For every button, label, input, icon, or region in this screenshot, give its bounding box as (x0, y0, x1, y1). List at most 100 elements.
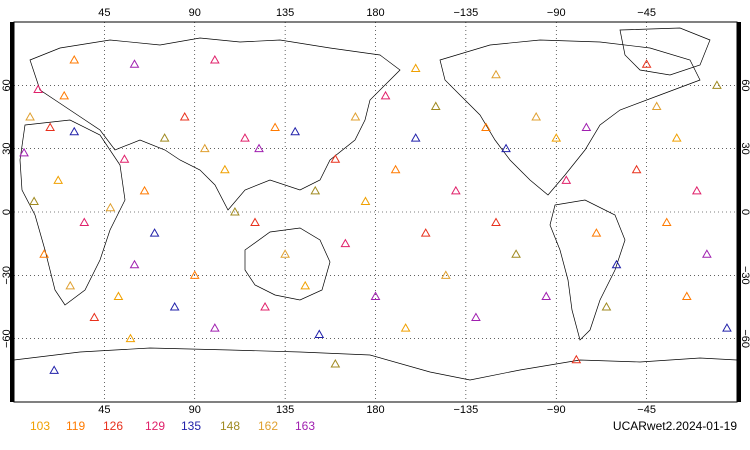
top-lon-tick-label-6: −45 (637, 7, 656, 19)
observation-marker-54 (581, 122, 592, 132)
coastline-south-america (549, 199, 626, 341)
observation-marker-58 (631, 164, 642, 174)
coastline-australia (244, 227, 331, 301)
observation-marker-14 (149, 228, 160, 237)
legend-value-7: 163 (295, 419, 315, 433)
observation-marker-2 (25, 111, 35, 121)
coastline-antarctica (13, 347, 738, 381)
top-lon-tick-label-2: 135 (276, 7, 294, 19)
observation-marker-73 (330, 358, 341, 368)
observation-marker-0 (33, 84, 43, 94)
observation-marker-55 (591, 228, 602, 237)
observation-marker-62 (702, 249, 712, 258)
observation-marker-64 (722, 323, 732, 332)
coastline-greenland (619, 27, 711, 76)
observation-marker-8 (79, 217, 90, 227)
top-lon-tick-label-1: 90 (189, 7, 201, 19)
observation-marker-31 (189, 270, 200, 279)
observation-marker-56 (611, 259, 622, 269)
observation-marker-45 (450, 185, 461, 195)
coastlines (13, 27, 738, 381)
legend-value-4: 135 (181, 419, 201, 433)
bottom-lon-tick-label-3: 180 (366, 404, 384, 416)
observation-marker-9 (39, 249, 49, 258)
observation-marker-67 (491, 69, 501, 79)
observation-marker-7 (29, 196, 39, 205)
observation-marker-35 (350, 111, 361, 121)
observation-marker-52 (551, 133, 562, 142)
observation-marker-72 (49, 365, 60, 374)
right-lat-tick-label-2: 0 (739, 209, 750, 215)
observation-marker-16 (119, 154, 130, 163)
observation-marker-79 (661, 217, 672, 227)
observation-marker-11 (89, 312, 100, 322)
observation-marker-12 (113, 291, 124, 300)
graticule (14, 22, 737, 402)
observation-marker-36 (360, 196, 371, 205)
observation-marker-18 (179, 111, 190, 121)
legend-value-2: 126 (103, 419, 123, 433)
observation-marker-41 (430, 101, 441, 110)
observation-marker-61 (691, 185, 702, 195)
left-lat-tick-label-3: −30 (1, 266, 13, 285)
left-lat-tick-label-0: 60 (1, 79, 13, 91)
observation-marker-44 (400, 323, 411, 332)
legend: 103 119 126 129 135 148 162 163 (30, 419, 315, 433)
observation-marker-76 (125, 333, 136, 343)
observation-marker-47 (481, 122, 491, 132)
observation-marker-49 (511, 249, 521, 258)
observation-marker-25 (230, 206, 240, 216)
observation-marker-38 (370, 291, 381, 300)
observation-marker-33 (310, 185, 321, 195)
right-lat-tick-label-4: −60 (739, 329, 750, 348)
observation-markers (19, 54, 732, 374)
observation-marker-43 (440, 270, 451, 279)
left-latitude-tick-labels: 60 30 0 −30 −60 (1, 79, 13, 348)
observation-marker-5 (19, 147, 29, 157)
bottom-lon-tick-label-2: 135 (276, 404, 294, 416)
observation-marker-69 (209, 54, 220, 64)
top-lon-tick-label-0: 45 (98, 7, 110, 19)
observation-marker-74 (571, 354, 582, 364)
observation-marker-15 (139, 185, 150, 195)
legend-value-6: 162 (258, 419, 278, 433)
observation-marker-20 (220, 164, 230, 174)
observation-marker-10 (65, 280, 76, 290)
legend-value-3: 129 (145, 419, 165, 433)
coastline-africa (19, 119, 126, 306)
bottom-longitude-tick-labels: 45 90 135 180 −135 −90 −45 (98, 404, 656, 416)
map-left-border (10, 22, 14, 402)
observation-marker-19 (199, 143, 210, 153)
left-lat-tick-label-2: 0 (1, 209, 13, 215)
top-lon-tick-label-4: −135 (453, 7, 478, 19)
map-right-border (737, 22, 741, 402)
observation-marker-22 (254, 143, 264, 153)
observation-marker-3 (45, 122, 56, 132)
observation-marker-78 (541, 291, 552, 300)
observation-marker-23 (270, 122, 280, 132)
top-lon-tick-label-3: 180 (366, 7, 384, 19)
observation-marker-21 (240, 133, 250, 142)
observation-marker-13 (129, 259, 140, 269)
observation-marker-40 (410, 133, 421, 142)
observation-marker-60 (671, 133, 682, 142)
top-lon-tick-label-5: −90 (547, 7, 566, 19)
coastline-north-america (439, 39, 701, 196)
observation-marker-24 (290, 126, 301, 136)
right-lat-tick-label-1: 30 (739, 143, 750, 155)
observation-marker-80 (314, 329, 325, 338)
legend-value-1: 119 (66, 419, 85, 433)
observation-marker-63 (681, 291, 692, 300)
observation-marker-53 (561, 175, 572, 184)
observation-marker-71 (69, 54, 80, 64)
observation-marker-32 (169, 301, 180, 311)
right-lat-tick-label-0: 60 (739, 79, 750, 91)
observation-marker-51 (531, 111, 542, 121)
observation-marker-28 (300, 280, 311, 290)
observation-marker-27 (280, 249, 290, 258)
observation-marker-6 (53, 175, 64, 184)
legend-value-5: 148 (220, 419, 240, 433)
observation-marker-4 (69, 126, 80, 136)
observation-marker-59 (651, 101, 662, 110)
